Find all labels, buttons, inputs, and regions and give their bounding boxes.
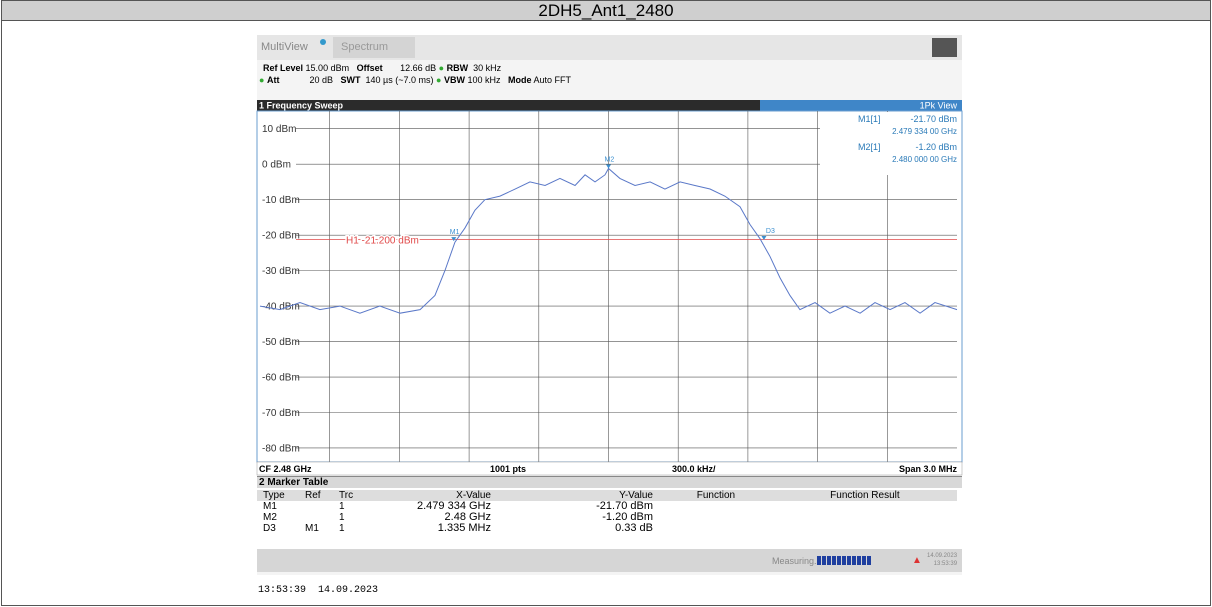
marker-table-title: 2 Marker Table	[257, 477, 962, 488]
footer-bar	[256, 461, 963, 476]
y-tick-label: -80 dBm	[262, 443, 300, 454]
setting-key: Mode	[508, 75, 532, 85]
footer-label: 1001 pts	[490, 464, 526, 474]
y-tick-label: -70 dBm	[262, 408, 300, 419]
sweep-title: 1 Frequency Sweep	[259, 101, 344, 111]
setting-value: 30 kHz	[473, 63, 502, 73]
marker	[606, 164, 611, 169]
cell: 2.479 334 GHz	[417, 500, 491, 512]
setting-value: 100 kHz	[467, 75, 501, 85]
y-tick-label: -20 dBm	[262, 231, 300, 242]
y-tick-label: 10 dBm	[262, 124, 296, 135]
col-header: Function Result	[830, 490, 900, 501]
status-icon: ▲	[912, 555, 922, 566]
setting-value: 12.66 dB	[400, 63, 437, 73]
settings-row: Ref Level 15.00 dBm Offset 12.66 dB ● RB…	[263, 63, 501, 73]
timestamp: 13:53:39 14.09.2023	[258, 585, 379, 596]
setting-value: 140 µs (~7.0 ms)	[365, 75, 434, 85]
cell: M1	[305, 523, 319, 534]
setting-value: 20 dB	[309, 75, 333, 85]
status-clock: 14.09.2023 13:53:39	[927, 552, 957, 568]
marker-label: M1	[450, 229, 460, 236]
view-bar	[760, 100, 962, 111]
marker-table-grid: Type Ref Trc X-Value Y-Value Function Fu…	[257, 490, 957, 534]
trace	[259, 167, 958, 314]
cell: 1	[339, 523, 345, 534]
dot: ●	[436, 75, 442, 85]
cell: 2.48 GHz	[444, 511, 491, 523]
marker	[761, 236, 767, 241]
row: M1 1 2.479 334 GHz -21.70 dBm	[257, 500, 957, 513]
col-header: X-Value	[456, 490, 491, 501]
col-header: Y-Value	[619, 490, 653, 501]
cell: -21.70 dBm	[596, 500, 653, 512]
y-tick-label: -50 dBm	[262, 337, 300, 348]
tab: MultiView	[261, 41, 308, 53]
cell: M2	[263, 512, 277, 523]
marker-info-box	[820, 112, 957, 175]
setting-key: VBW	[443, 75, 465, 85]
setting-value: 15.00 dBm	[305, 63, 350, 73]
status-time: 13:53:39	[933, 561, 958, 567]
y-tick-label: -30 dBm	[262, 266, 300, 277]
setting-key: RBW	[446, 63, 469, 73]
cell: 0.33 dB	[615, 522, 653, 534]
cell: 1.335 MHz	[437, 522, 491, 534]
marker-info-y: -1.20 dBm	[915, 142, 957, 152]
tab: Spectrum	[333, 37, 415, 58]
setting-value: Auto FFT	[533, 75, 572, 85]
cell: 1	[339, 512, 345, 523]
tab-dot	[320, 39, 326, 45]
header-title: 2DH5_Ant1_2480	[1, 0, 1211, 21]
row: M2 1 2.48 GHz -1.20 dBm	[257, 511, 957, 524]
row: D3 M1 1 1.335 MHz 0.33 dB	[257, 522, 957, 535]
marker-info-x: 2.480 000 00 GHz	[892, 155, 957, 164]
marker-info-name: M1[1]	[858, 114, 881, 124]
sweep-bar	[257, 100, 962, 111]
setting-key: SWT	[340, 75, 361, 85]
dot: ●	[438, 63, 445, 73]
progress	[817, 556, 872, 565]
frame	[1, 20, 1211, 606]
dot: ●	[259, 75, 265, 85]
col-header: Trc	[339, 490, 354, 501]
status-date: 14.09.2023	[927, 553, 958, 559]
footer-label: 300.0 kHz/	[672, 464, 716, 474]
cell: D3	[263, 523, 276, 534]
y-tick-label: -10 dBm	[262, 195, 300, 206]
setting-key: Ref Level	[263, 63, 304, 73]
cell: M1	[263, 501, 277, 512]
setting-key: Att	[266, 75, 280, 85]
menu-button[interactable]	[932, 38, 957, 57]
cell: 1	[339, 501, 345, 512]
y-tick-label: -40 dBm	[262, 302, 300, 313]
y-tick-label: 0 dBm	[262, 160, 291, 171]
setting-key: Offset	[356, 63, 383, 73]
marker	[451, 237, 457, 242]
marker-info-y: -21.70 dBm	[910, 114, 957, 124]
marker-info-name: M2[1]	[858, 142, 881, 152]
tab-bar: MultiView Spectrum	[257, 35, 962, 60]
status-text: Measuring...	[772, 556, 822, 566]
marker-label: M2	[605, 156, 615, 163]
marker-info-x: 2.479 334 00 GHz	[892, 127, 957, 136]
threshold-label: H1 -21.200 dBm	[346, 235, 419, 246]
header-row: Type Ref Trc X-Value Y-Value Function Fu…	[257, 490, 957, 501]
col-header: Function	[696, 490, 736, 501]
view-label: 1Pk View	[920, 101, 958, 111]
footer-label: Span 3.0 MHz	[899, 464, 958, 474]
y-tick-label: -60 dBm	[262, 373, 300, 384]
col-header: Type	[263, 490, 285, 501]
status-bar: Measuring... ▲ 14.09.2023 13:53:39	[257, 549, 962, 572]
footer-label: CF 2.48 GHz	[259, 464, 312, 474]
col-header: Ref	[305, 490, 321, 501]
settings-row: ● Att 20 dB SWT 140 µs (~7.0 ms) ● VBW 1…	[259, 75, 571, 85]
cell: -1.20 dBm	[602, 511, 653, 523]
marker-label: D3	[766, 228, 775, 235]
marker-table: 2 Marker Table Type Ref Trc X-Value Y-Va…	[257, 476, 962, 549]
